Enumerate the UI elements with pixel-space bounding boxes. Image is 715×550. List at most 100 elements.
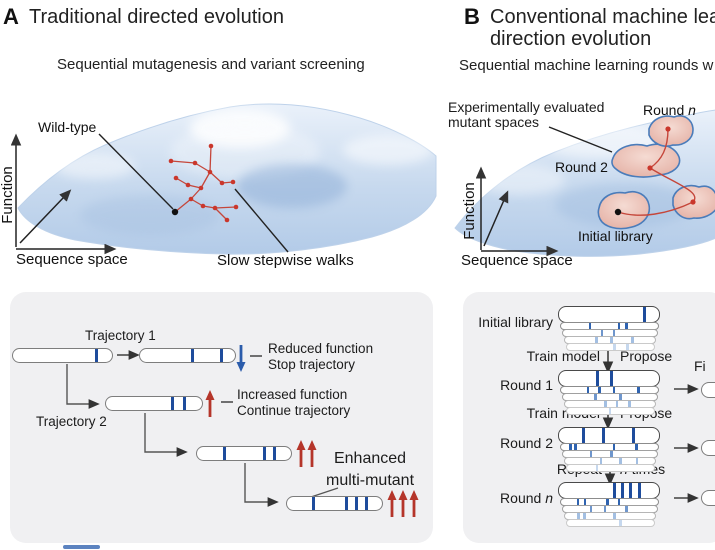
round-n-prefix: Round: [643, 102, 689, 118]
mutation-tick: [599, 458, 602, 464]
mutation-tick: [628, 401, 631, 407]
gene-pill-multi-mutant: [286, 496, 383, 511]
panel-a-axes: [10, 133, 117, 255]
mutation-tick: [598, 387, 601, 393]
fittest-variant-pill-2: [701, 440, 715, 456]
fittest-variant-pill-3: [701, 490, 715, 506]
mutation-tick: [595, 337, 598, 343]
box-round-n-prefix: Round: [500, 490, 546, 506]
mutation-tick: [617, 499, 621, 505]
mutation-band: [628, 483, 632, 498]
mutation-tick: [613, 513, 616, 519]
mutation-tick: [583, 499, 587, 505]
mutation-tick: [625, 506, 628, 512]
mutation-band: [642, 307, 646, 322]
library-top-card: [558, 370, 660, 387]
landscape-round-2-label: Round 2: [555, 159, 608, 175]
mutation-tick: [600, 330, 604, 336]
landscape-round-n-label: Round n: [643, 102, 696, 118]
mutation-tick: [637, 387, 640, 393]
mutation-tick: [603, 506, 607, 512]
mutation-band: [183, 397, 187, 410]
trajectory-2-label: Trajectory 2: [36, 414, 107, 429]
mutation-band: [612, 483, 616, 498]
library-stack-round2: [558, 427, 660, 473]
mutation-band: [312, 497, 316, 510]
propose-label-1: Propose: [620, 348, 673, 364]
wildtype-dot: [171, 208, 179, 216]
box-round-n-label: Round n: [453, 490, 553, 506]
library-stack-initial: [558, 306, 660, 352]
box-initial-library-label: Initial library: [478, 314, 553, 330]
increased-function-line2: Continue trajectory: [237, 403, 351, 418]
eval-pointer-line: [548, 126, 613, 153]
panel-b-axes: [475, 166, 559, 257]
mutation-tick: [569, 444, 572, 450]
reduced-function-line1: Reduced function: [268, 341, 374, 356]
mutation-tick: [604, 401, 607, 407]
mutation-tick: [619, 520, 622, 526]
mutation-tick: [577, 513, 580, 519]
mutation-tick: [594, 394, 597, 400]
gene-pill-round3-variant: [196, 446, 292, 461]
panel-b-letter: B: [464, 4, 480, 29]
mutation-tick: [635, 458, 638, 464]
box-round-n-italic: n: [545, 490, 553, 506]
mutation-tick: [625, 323, 628, 329]
mutation-tick: [574, 444, 577, 450]
mutation-band: [595, 371, 599, 386]
panel-a-title: Traditional directed evolution: [29, 6, 284, 28]
blob-round-1: [672, 184, 715, 220]
panel-b-function-axis-label: Function: [461, 182, 478, 240]
mutation-band: [222, 447, 226, 460]
enhanced-label-line2: multi-mutant: [325, 472, 415, 489]
mutation-band: [272, 447, 276, 460]
gene-pill-wildtype: [12, 348, 113, 363]
mutation-tick: [612, 387, 616, 393]
mutation-band: [637, 483, 641, 498]
mutation-tick: [608, 408, 612, 414]
mutation-tick: [615, 401, 619, 407]
blob-round-2: [611, 143, 681, 178]
gene-pill-trajectory2-variant: [105, 396, 203, 411]
mutation-band: [263, 447, 267, 460]
library-top-card: [558, 306, 660, 323]
mutation-tick: [619, 394, 622, 400]
library-top-card: [558, 427, 660, 444]
panel-b-title-line2: direction evolution: [490, 28, 652, 50]
mutation-tick: [612, 444, 616, 450]
fittest-label-cropped: Fi: [694, 358, 706, 374]
library-stack-roundn: [558, 482, 660, 528]
panel-a-function-axis-label: Function: [0, 166, 16, 224]
mutation-tick: [610, 451, 613, 457]
mutation-band: [94, 349, 98, 362]
library-stack-round1: [558, 370, 660, 416]
walks-pointer-line: [234, 188, 289, 253]
initial-library-dot: [614, 208, 622, 216]
mutation-tick: [626, 344, 629, 350]
mutation-band: [345, 497, 349, 510]
library-layer: [566, 464, 655, 472]
panel-b-title-line1: Conventional machine learn: [490, 6, 715, 28]
mutation-tick: [589, 506, 593, 512]
mutation-tick: [617, 323, 621, 329]
eval-mutant-spaces-line2: mutant spaces: [448, 114, 540, 130]
ml-path-dots: [647, 126, 696, 205]
panel-a-sequence-axis-label: Sequence space: [16, 251, 128, 268]
mutation-band: [609, 371, 613, 386]
cropped-pill-fragment: [63, 545, 100, 549]
landscape-initial-library-label: Initial library: [578, 228, 653, 244]
trajectory-1-label: Trajectory 1: [85, 328, 156, 343]
blob-initial-library: [597, 190, 651, 230]
library-top-card: [558, 482, 660, 499]
mutation-band: [220, 349, 224, 362]
mutation-tick: [588, 323, 592, 329]
panel-b-sequence-axis-label: Sequence space: [461, 252, 573, 269]
mutation-tick: [586, 387, 590, 393]
mutation-band: [620, 483, 624, 498]
mutation-nodes: [168, 143, 239, 223]
ml-evolution-path: [617, 128, 696, 216]
library-layer: [566, 343, 655, 351]
mutation-tick: [589, 451, 593, 457]
mutation-tick: [613, 344, 616, 350]
